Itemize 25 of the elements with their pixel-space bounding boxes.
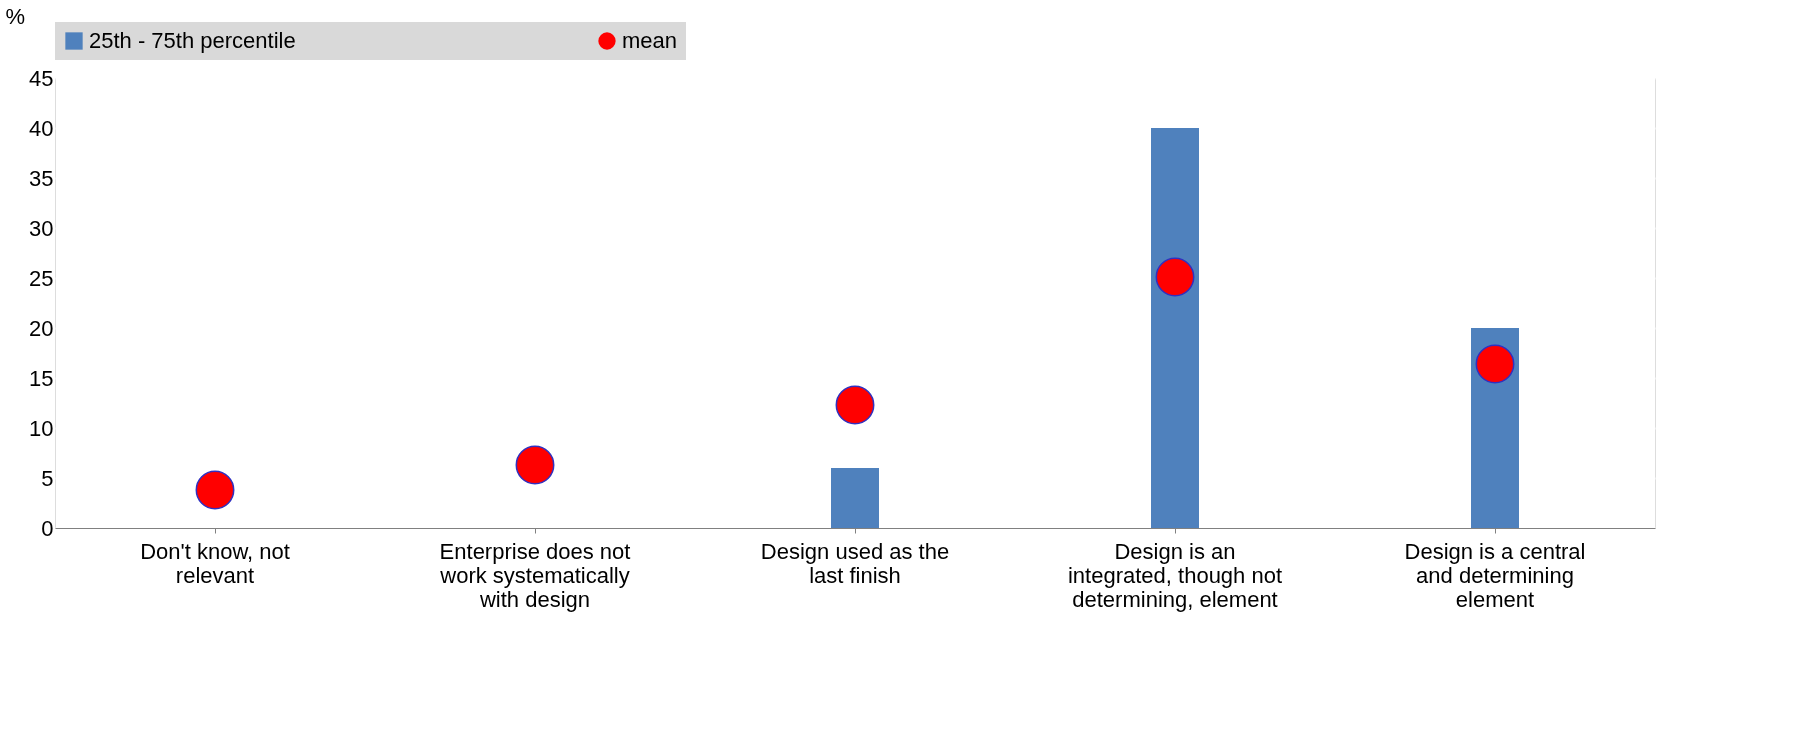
y-tick-label: 0: [41, 515, 54, 541]
y-tick-label: 30: [29, 215, 54, 241]
x-tick-label: Design used as the last finish: [760, 538, 950, 588]
point: [515, 445, 555, 485]
legend-label: mean: [622, 28, 678, 53]
y-tick-label: 25: [29, 265, 54, 291]
y-tick-label: 5: [41, 465, 54, 491]
point: [1155, 257, 1195, 297]
x-tick-label: Design is a central and determining element: [1404, 538, 1586, 612]
x-tick-label: Enterprise does not work systematically with design: [439, 538, 631, 612]
y-tick-label: 35: [29, 165, 54, 191]
legend-label: 25th - 75th percentile: [89, 28, 296, 53]
bar: [831, 468, 879, 528]
point: [1475, 344, 1515, 384]
point: [835, 385, 875, 425]
y-tick-label: 20: [29, 315, 54, 341]
x-tick-label: Design is an integrated, though not determining, element: [1067, 538, 1283, 612]
y-tick-label: 10: [29, 415, 54, 441]
point: [195, 470, 235, 510]
y-axis-title: %: [5, 3, 26, 29]
y-tick-label: 45: [29, 65, 54, 91]
y-tick-label: 40: [29, 115, 54, 141]
x-tick-label: Don't know, not relevant: [140, 538, 290, 588]
bar: [1151, 128, 1199, 528]
y-tick-label: 15: [29, 365, 54, 391]
